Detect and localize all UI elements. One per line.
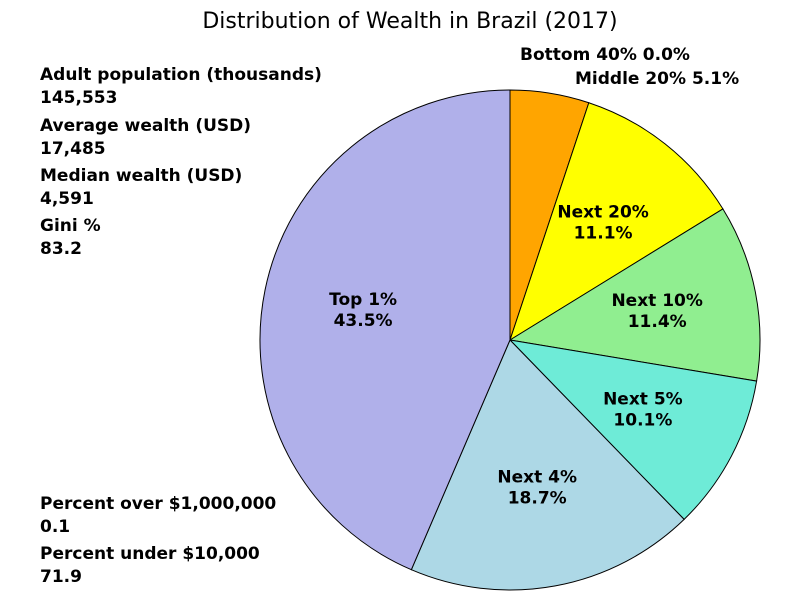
- slice-value-next-5: 10.1%: [613, 411, 672, 431]
- slice-value-next-4: 18.7%: [508, 489, 567, 509]
- slice-label-next-4: Next 4% 18.7%: [497, 468, 577, 509]
- stat-value-median-wealth: 4,591: [40, 189, 94, 209]
- slice-value-top-1: 43.5%: [334, 311, 393, 331]
- stats-bottom-block: Percent over $1,000,000 0.1 Percent unde…: [40, 494, 276, 587]
- slice-label-next-20: Next 20% 11.1%: [557, 202, 648, 243]
- pie-slices: [259, 89, 761, 591]
- pie-slice-labels: Next 20% 11.1%Next 10% 11.4%Next 5% 10.1%Ne…: [329, 202, 703, 508]
- pie-slice-next-5: [508, 339, 758, 521]
- slice-label-next-5: Next 5% 10.1%: [603, 390, 683, 431]
- stat-label-percent-over-1m: Percent over $1,000,000: [40, 494, 276, 514]
- slice-name-next-4: Next 4%: [497, 468, 577, 488]
- stat-label-adult-population: Adult population (thousands): [40, 65, 322, 85]
- stat-value-gini: 83.2: [40, 239, 82, 259]
- chart-title: Distribution of Wealth in Brazil (2017): [202, 9, 617, 34]
- stat-value-percent-under-10k: 71.9: [40, 567, 82, 587]
- slice-name-next-20: Next 20%: [557, 202, 648, 222]
- slice-label-top-1: Top 1% 43.5%: [329, 290, 397, 331]
- slice-name-next-10: Next 10%: [611, 291, 702, 311]
- stat-value-adult-population: 145,553: [40, 88, 117, 108]
- outside-label-bottom-40: Bottom 40% 0.0%: [520, 45, 690, 65]
- stat-value-average-wealth: 17,485: [40, 139, 106, 159]
- pie-slice-next-4: [410, 339, 685, 591]
- stat-value-percent-over-1m: 0.1: [40, 517, 70, 537]
- pie-slice-next-10: [508, 208, 761, 382]
- outside-label-middle-20: Middle 20% 5.1%: [575, 69, 739, 89]
- stats-top-block: Adult population (thousands) 145,553 Ave…: [40, 65, 322, 259]
- stat-label-percent-under-10k: Percent under $10,000: [40, 544, 260, 564]
- slice-value-next-20: 11.1%: [574, 223, 633, 243]
- stat-label-gini: Gini %: [40, 216, 101, 236]
- stat-label-median-wealth: Median wealth (USD): [40, 166, 242, 186]
- slice-label-next-10: Next 10% 11.4%: [611, 291, 702, 332]
- pie-slice-next-20: [509, 102, 724, 342]
- slice-name-top-1: Top 1%: [329, 290, 397, 310]
- pie-slice-top-1: [259, 89, 511, 571]
- stat-label-average-wealth: Average wealth (USD): [40, 116, 251, 136]
- slice-value-next-10: 11.4%: [628, 312, 687, 332]
- slice-name-next-5: Next 5%: [603, 390, 683, 410]
